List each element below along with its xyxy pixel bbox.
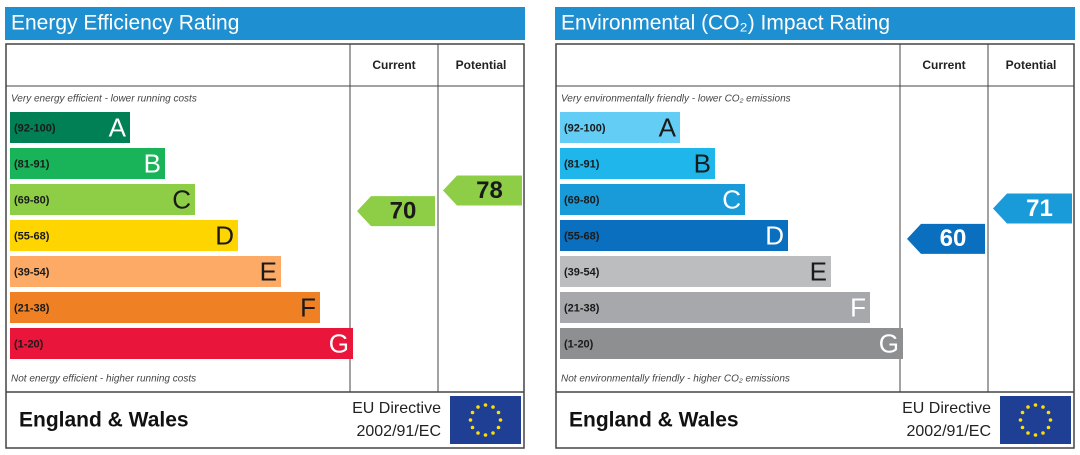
flag-star (498, 418, 503, 422)
rating-band (560, 184, 745, 215)
rating-arrow (443, 175, 522, 206)
flag-star (1041, 405, 1045, 409)
rating-band (560, 112, 680, 143)
region: England & Wales (19, 409, 189, 432)
top-note: Very environmentally friendly - lower CO… (561, 94, 791, 105)
band-letter: E (810, 256, 827, 286)
flag-star (1048, 418, 1053, 422)
directive-code: 2002/91/EC (906, 423, 991, 440)
flag-star (491, 405, 495, 409)
flag-star (476, 405, 480, 409)
directive-code: 2002/91/EC (356, 423, 441, 440)
rating-band (10, 256, 281, 287)
flag-star (468, 418, 473, 422)
band-letter: C (172, 184, 191, 214)
rating-band (560, 328, 903, 359)
directive: EU Directive (902, 400, 991, 417)
flag-star (496, 425, 501, 430)
flag-star (483, 433, 488, 437)
flag-star (1020, 410, 1025, 415)
flag-star (1018, 418, 1023, 422)
bottom-note: Not environmentally friendly - higher CO… (561, 374, 790, 385)
band-letter: A (659, 112, 677, 142)
rating-band (560, 256, 831, 287)
band-range: (69-80) (14, 194, 50, 206)
rating-band (560, 292, 870, 323)
band-range: (69-80) (564, 194, 600, 206)
band-letter: B (694, 148, 711, 178)
title-bar (555, 7, 1075, 40)
column-header: Potential (456, 58, 507, 72)
rating-band (560, 148, 715, 179)
band-letter: E (260, 256, 277, 286)
band-letter: G (329, 328, 349, 358)
band-range: (1-20) (564, 338, 594, 350)
frame (5, 43, 525, 449)
flag-star (496, 410, 501, 415)
rating-arrow (357, 196, 435, 227)
column-header: Current (372, 58, 415, 72)
flag-star (470, 425, 475, 430)
rating-band (10, 148, 165, 179)
band-letter: A (109, 112, 127, 142)
panel-title: Environmental (CO₂) Impact Rating (561, 12, 890, 35)
band-letter: F (850, 292, 866, 322)
rating-band (10, 328, 353, 359)
region: England & Wales (569, 409, 739, 432)
rating-arrow (993, 193, 1072, 224)
rating-arrow (907, 223, 985, 254)
band-range: (81-91) (564, 158, 600, 170)
band-range: (21-38) (14, 302, 50, 314)
rating-panel: Energy Efficiency Rating Current Potential… (5, 7, 525, 449)
band-range: (92-100) (564, 122, 606, 134)
flag-star (1020, 425, 1025, 430)
top-note: Very energy efficient - lower running co… (11, 94, 197, 105)
rating-value: 71 (1026, 195, 1053, 222)
directive: EU Directive (352, 400, 441, 417)
flag-star (470, 410, 475, 415)
band-letter: C (722, 184, 741, 214)
band-range: (1-20) (14, 338, 44, 350)
rating-band (10, 184, 195, 215)
rating-band (10, 220, 238, 251)
frame (555, 43, 1075, 449)
band-range: (81-91) (14, 158, 50, 170)
column-header: Potential (1006, 58, 1057, 72)
flag-star (491, 431, 495, 435)
title-bar (5, 7, 525, 40)
band-letter: F (300, 292, 316, 322)
flag-star (1033, 403, 1038, 407)
band-letter: B (144, 148, 161, 178)
flag-star (476, 431, 480, 435)
rating-band (10, 112, 130, 143)
rating-band (10, 292, 320, 323)
panel-title: Energy Efficiency Rating (11, 12, 239, 35)
band-range: (39-54) (14, 266, 50, 278)
rating-value: 70 (390, 197, 417, 224)
band-range: (55-68) (14, 230, 50, 242)
band-range: (39-54) (564, 266, 600, 278)
flag-star (1041, 431, 1045, 435)
band-range: (55-68) (564, 230, 600, 242)
flag-star (1046, 410, 1051, 415)
rating-band (560, 220, 788, 251)
flag-star (1046, 425, 1051, 430)
band-letter: G (879, 328, 899, 358)
flag-star (483, 403, 488, 407)
rating-value: 60 (940, 225, 967, 252)
band-range: (92-100) (14, 122, 56, 134)
rating-value: 78 (476, 177, 503, 204)
bottom-note: Not energy efficient - higher running co… (11, 374, 196, 385)
flag-star (1026, 405, 1030, 409)
column-header: Current (922, 58, 965, 72)
band-letter: D (765, 220, 784, 250)
flag-star (1026, 431, 1030, 435)
rating-panel: Environmental (CO₂) Impact Rating Current… (555, 7, 1075, 449)
band-range: (21-38) (564, 302, 600, 314)
flag-star (1033, 433, 1038, 437)
band-letter: D (215, 220, 234, 250)
